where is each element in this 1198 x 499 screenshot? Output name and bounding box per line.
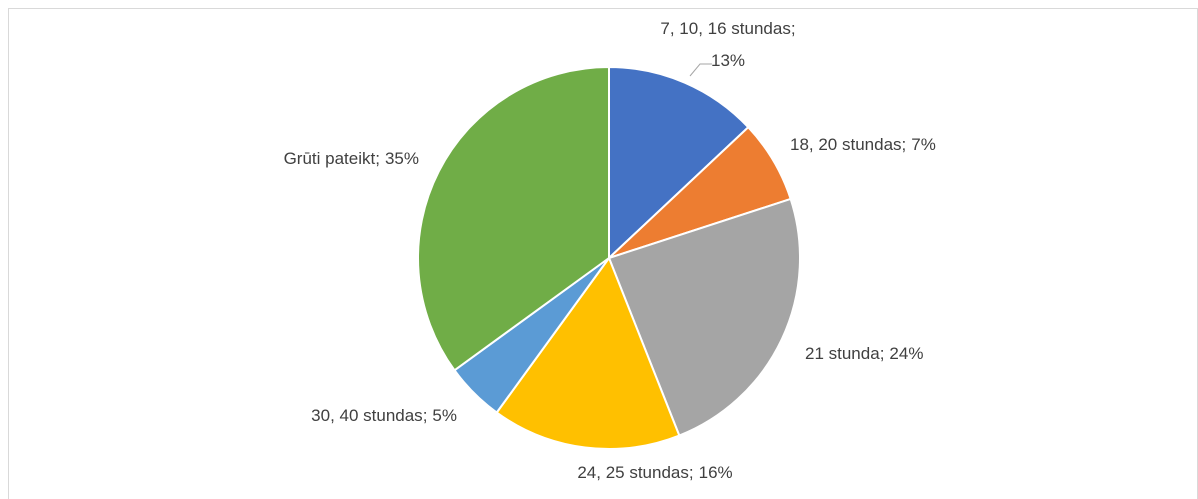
label-separator: ; bbox=[423, 406, 428, 425]
data-label: Grūti pateikt; 35% bbox=[284, 149, 419, 168]
label-category: 18, 20 stundas bbox=[790, 135, 902, 154]
data-label: 21 stunda; 24% bbox=[805, 344, 923, 363]
label-separator: ; bbox=[689, 463, 694, 482]
label-category: Grūti pateikt bbox=[284, 149, 376, 168]
data-label: 30, 40 stundas; 5% bbox=[311, 406, 457, 425]
data-label: 18, 20 stundas; 7% bbox=[790, 135, 936, 154]
label-separator: ; bbox=[902, 135, 907, 154]
label-separator: ; bbox=[791, 19, 796, 38]
label-category: 21 stunda bbox=[805, 344, 880, 363]
pie-slice bbox=[417, 65, 610, 372]
label-value: 7% bbox=[911, 135, 936, 154]
pie-slice bbox=[495, 255, 681, 450]
data-label: 24, 25 stundas; 16% bbox=[577, 463, 732, 482]
label-value: 5% bbox=[432, 406, 457, 425]
label-category: 30, 40 stundas bbox=[311, 406, 423, 425]
label-category: 7, 10, 16 stundas bbox=[660, 19, 790, 38]
label-separator: ; bbox=[880, 344, 885, 363]
pie-slice bbox=[608, 65, 750, 261]
label-separator: ; bbox=[375, 149, 380, 168]
label-value: 16% bbox=[699, 463, 733, 482]
leader-line bbox=[689, 63, 712, 77]
label-value: 13% bbox=[711, 51, 745, 70]
data-label: 7, 10, 16 stundas; 13% bbox=[660, 19, 795, 70]
label-value: 35% bbox=[385, 149, 419, 168]
label-category: 24, 25 stundas bbox=[577, 463, 689, 482]
label-value: 24% bbox=[889, 344, 923, 363]
